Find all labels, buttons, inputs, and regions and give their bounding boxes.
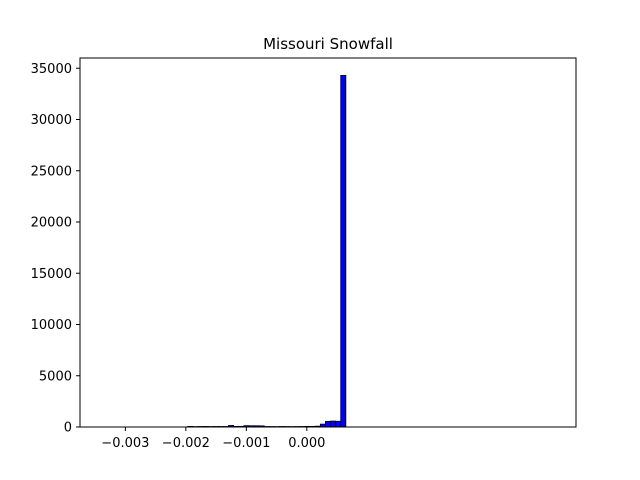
histogram-bar [335,420,342,428]
histogram-bar [340,75,347,428]
chart-title: Missouri Snowfall [263,35,393,53]
x-tick-label: −0.003 [101,436,149,451]
y-tick-label: 0 [64,421,72,436]
y-tick-label: 10000 [31,318,72,333]
y-tick-label: 35000 [31,62,72,77]
x-tick-label: −0.001 [222,436,270,451]
bars-group [90,75,398,428]
x-tick-label: 0.000 [288,436,325,451]
y-tick-label: 25000 [31,164,72,179]
y-axis-ticks: 0 5000 10000 15000 20000 25000 30000 35000 [31,62,80,436]
axes-frame [79,57,577,428]
y-tick-label: 5000 [39,369,72,384]
histogram-bar [330,420,337,428]
y-tick-label: 30000 [31,113,72,128]
y-tick-label: 20000 [31,216,72,231]
x-axis-ticks: −0.003 −0.002 −0.001 0.000 [101,427,325,451]
x-tick-label: −0.002 [162,436,210,451]
y-tick-label: 15000 [31,267,72,282]
histogram-bar [325,420,331,428]
